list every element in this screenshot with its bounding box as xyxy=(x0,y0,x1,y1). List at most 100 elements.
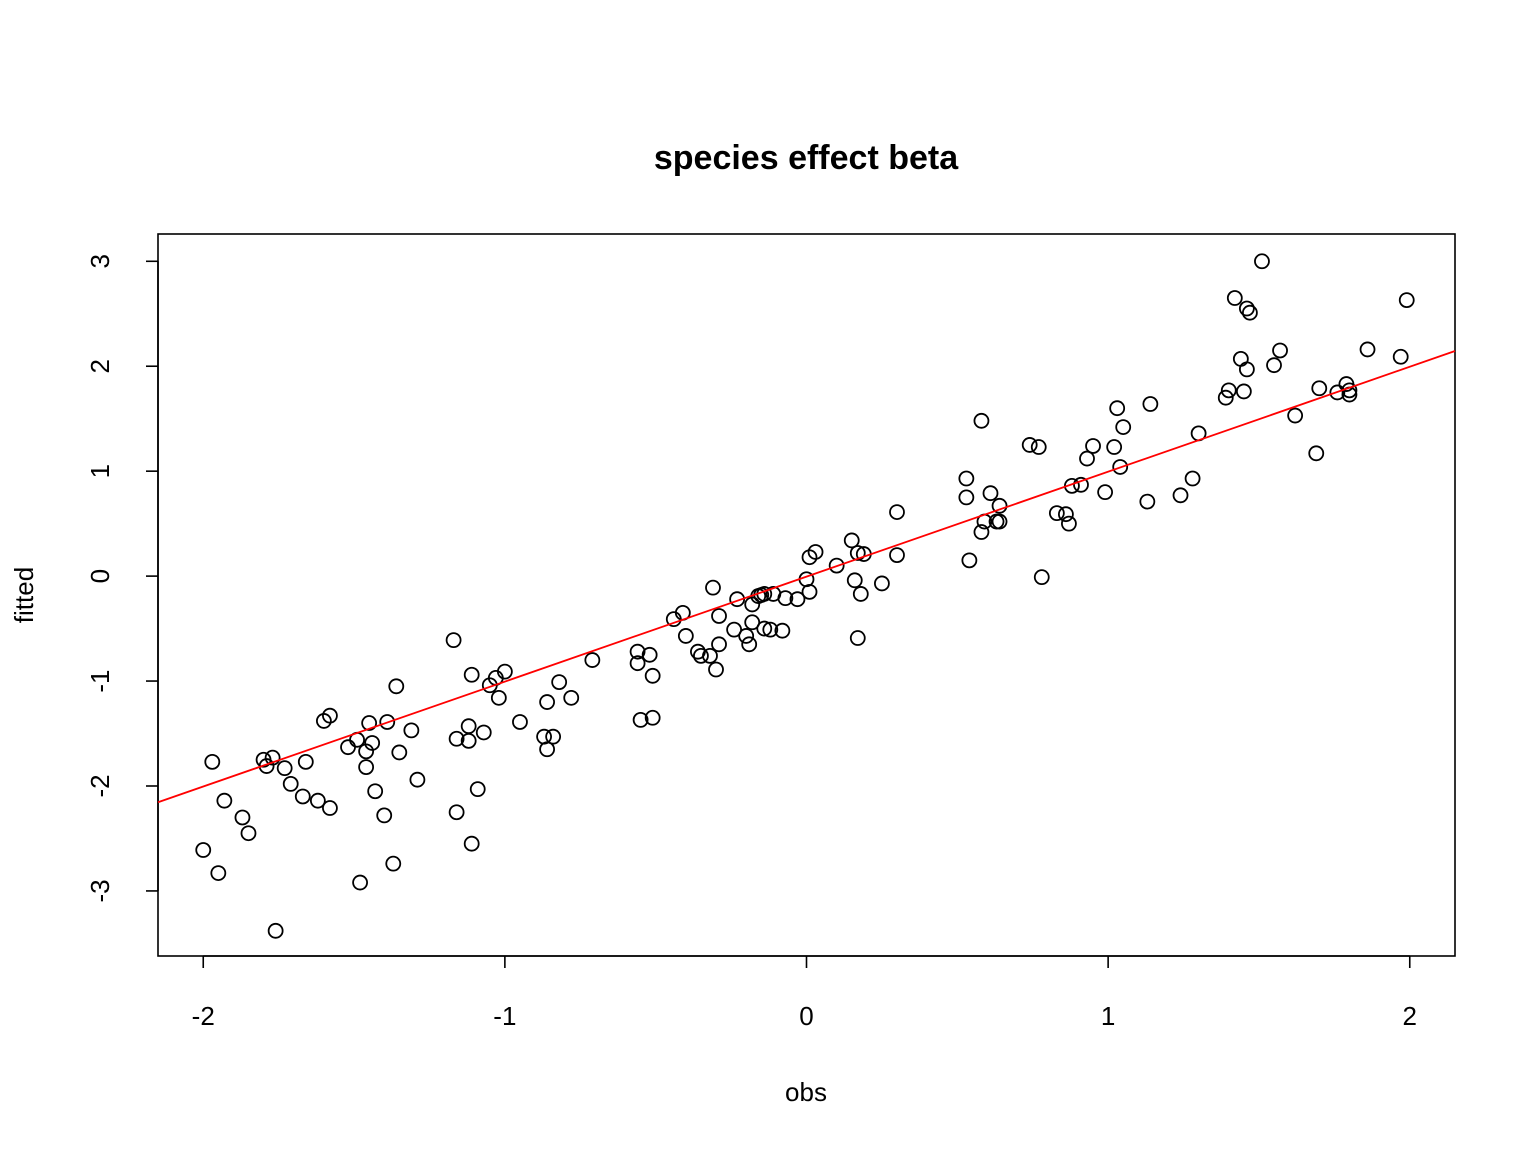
data-point xyxy=(512,714,528,730)
data-point xyxy=(629,643,646,660)
data-point xyxy=(1398,292,1415,309)
data-point xyxy=(982,485,999,502)
data-point xyxy=(463,835,480,852)
data-point xyxy=(1238,300,1255,317)
data-point xyxy=(1308,445,1325,462)
data-point xyxy=(738,628,755,644)
data-point xyxy=(584,652,601,668)
data-point xyxy=(340,739,356,756)
data-point xyxy=(889,547,905,564)
data-point xyxy=(973,524,990,540)
data-point xyxy=(234,809,251,826)
data-point xyxy=(849,545,866,561)
fit-line xyxy=(157,350,1456,804)
data-point xyxy=(1139,493,1156,510)
data-point xyxy=(364,735,381,751)
data-point xyxy=(267,922,284,939)
data-point xyxy=(1254,253,1270,270)
data-point xyxy=(448,804,465,821)
data-point xyxy=(539,694,555,710)
data-point xyxy=(1085,438,1101,454)
data-point xyxy=(475,724,492,741)
data-point xyxy=(264,749,281,766)
data-point xyxy=(744,614,761,631)
y-tick-label: 1 xyxy=(85,464,115,478)
data-point xyxy=(1061,515,1077,532)
data-point xyxy=(469,781,486,798)
chart-title: species effect beta xyxy=(654,139,959,177)
data-point xyxy=(991,497,1008,514)
data-point xyxy=(282,775,299,792)
data-point xyxy=(379,714,396,730)
data-point xyxy=(1079,450,1095,467)
x-tick-label: 0 xyxy=(799,1001,813,1031)
data-point xyxy=(889,504,905,520)
data-point xyxy=(677,628,694,644)
data-point xyxy=(367,783,384,800)
data-point xyxy=(632,711,649,728)
data-point xyxy=(545,728,562,745)
data-point xyxy=(1220,382,1237,399)
data-point xyxy=(843,532,860,549)
data-point xyxy=(1073,476,1089,493)
data-point xyxy=(1106,439,1123,455)
data-point xyxy=(352,874,368,891)
data-point xyxy=(1226,290,1243,306)
data-point xyxy=(409,771,426,788)
data-point xyxy=(1048,505,1065,522)
data-point xyxy=(1112,459,1129,475)
y-tick-label: 3 xyxy=(85,254,115,268)
y-tick-label: 2 xyxy=(85,359,115,373)
data-point xyxy=(1235,383,1252,400)
plot-frame xyxy=(157,233,1456,957)
fit-line-layer xyxy=(157,350,1456,804)
data-point xyxy=(294,788,311,805)
data-point xyxy=(1021,437,1038,453)
data-point xyxy=(309,792,326,809)
y-tick-label: 0 xyxy=(85,569,115,583)
y-axis: -3 -2 -1 0 1 2 3 xyxy=(85,254,159,902)
data-point xyxy=(991,513,1008,530)
data-point xyxy=(539,741,555,758)
data-point xyxy=(1217,389,1234,406)
data-point xyxy=(741,636,758,653)
data-point xyxy=(973,412,990,429)
data-point xyxy=(726,621,743,638)
data-point xyxy=(276,760,293,777)
data-point xyxy=(448,730,465,747)
data-point xyxy=(644,667,661,684)
data-point xyxy=(463,666,480,683)
data-point xyxy=(1172,487,1189,504)
data-point xyxy=(403,722,420,739)
y-axis-label: fitted xyxy=(9,567,39,623)
data-point xyxy=(385,855,402,872)
data-point xyxy=(801,549,818,566)
data-point xyxy=(852,586,869,602)
data-point xyxy=(958,489,975,506)
data-point xyxy=(1238,361,1255,378)
y-tick-label: -1 xyxy=(85,669,115,692)
data-point xyxy=(391,744,408,761)
data-point xyxy=(1232,350,1249,367)
data-point xyxy=(490,689,507,706)
data-point xyxy=(774,622,791,639)
data-point xyxy=(693,647,709,664)
x-axis: -2 -1 0 1 2 xyxy=(192,955,1417,1031)
data-point xyxy=(1272,342,1288,359)
data-point xyxy=(705,579,721,596)
data-point xyxy=(460,718,477,735)
data-point xyxy=(644,709,661,726)
data-point xyxy=(828,557,845,574)
x-tick-label: 1 xyxy=(1101,1001,1115,1031)
data-point xyxy=(629,655,646,672)
data-point xyxy=(1030,439,1047,455)
points-layer xyxy=(195,253,1415,939)
data-point xyxy=(1311,380,1328,397)
data-point xyxy=(958,470,975,487)
data-point xyxy=(1033,569,1050,586)
x-tick-label: 2 xyxy=(1403,1001,1417,1031)
data-point xyxy=(849,630,866,646)
data-point xyxy=(376,807,393,824)
data-point xyxy=(777,590,794,607)
